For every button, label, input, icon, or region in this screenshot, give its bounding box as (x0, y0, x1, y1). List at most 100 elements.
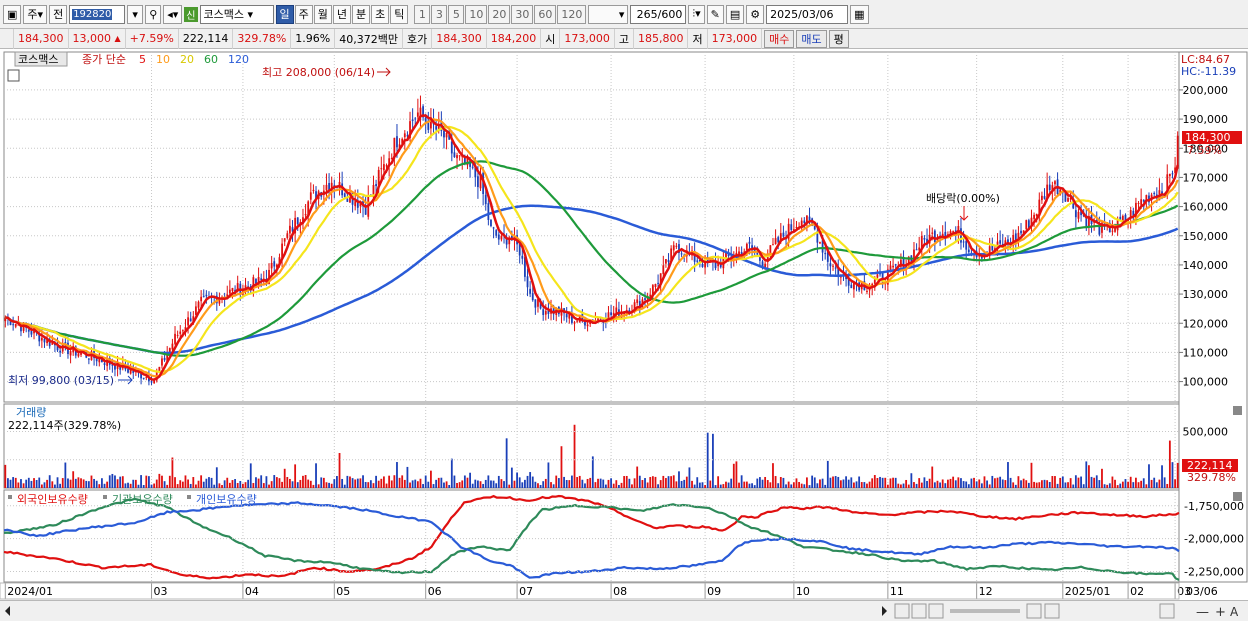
timeframe-1[interactable]: 주 (294, 4, 313, 24)
zoom-in-icon[interactable]: + (1215, 605, 1226, 620)
settings-gear-icon[interactable]: ⚙ (746, 4, 765, 24)
calendar-icon[interactable]: ▦ (850, 4, 869, 24)
turnover-pct: 1.96% (291, 28, 336, 49)
volume-bar (1001, 479, 1004, 488)
candle-body (1171, 173, 1174, 175)
timeframe-5[interactable]: 초 (371, 4, 390, 24)
search-icon[interactable]: ⚲ (145, 4, 162, 24)
tool-icon-3[interactable] (1159, 603, 1175, 619)
timeframe-3[interactable]: 년 (332, 4, 351, 24)
volume-bar (456, 482, 458, 488)
interval-20[interactable]: 20 (488, 4, 511, 24)
speaker-icon[interactable]: ◂▾ (163, 4, 183, 24)
volume-bar (101, 478, 103, 488)
volume-bar (140, 475, 142, 488)
volume-bar (208, 477, 210, 488)
prev-button[interactable]: 전 (49, 4, 68, 24)
candle-body (960, 228, 962, 243)
candle-body (714, 260, 717, 269)
candle-body (411, 119, 414, 121)
volume-bar (273, 475, 276, 488)
candle-body (9, 319, 12, 326)
zoom-out-icon[interactable]: — (1196, 605, 1209, 620)
date-field[interactable]: 2025/03/06 (766, 4, 849, 24)
volume-pct: 329.78% (233, 28, 292, 49)
candle-body (832, 265, 834, 267)
bar-count-field[interactable]: 265/600 (630, 4, 687, 24)
timeframe-4[interactable]: 분 (352, 4, 371, 24)
candle-body (427, 120, 430, 130)
candle-body (281, 243, 283, 258)
volume-bar (396, 462, 398, 488)
candle-body (33, 330, 35, 334)
tool-icon-1[interactable] (1026, 603, 1042, 619)
interval-120[interactable]: 120 (557, 4, 587, 24)
interval-1[interactable]: 1 (414, 4, 431, 24)
tool-icon-2[interactable] (1044, 603, 1060, 619)
period-select[interactable]: 주 ▾ (23, 4, 48, 24)
stop-icon[interactable] (911, 603, 927, 619)
zoom-slider[interactable] (950, 609, 1020, 613)
interval-30[interactable]: 30 (511, 4, 534, 24)
candle-body (845, 275, 847, 280)
volume-bar (633, 478, 636, 488)
volume-bar (892, 477, 894, 488)
volume-bar (1043, 479, 1046, 488)
quote-marker (0, 28, 14, 49)
volume-bar (168, 475, 171, 488)
draw-tool-icon[interactable]: ✎ (706, 4, 724, 24)
volume-bar (252, 483, 255, 488)
candle-body (64, 342, 67, 344)
volume-bar (544, 478, 547, 488)
scroll-right-icon[interactable] (882, 606, 887, 616)
x-axis-last-date: 03/06 (1186, 585, 1218, 598)
volume-bar (1137, 482, 1140, 488)
bid-price: 184,200 (487, 28, 542, 49)
candle-body (918, 247, 921, 251)
candle-body (286, 233, 289, 239)
candle-type-icon[interactable]: ⫶▾ (688, 4, 705, 24)
window-icon[interactable]: ▣ (3, 4, 22, 24)
volume-bar (735, 461, 738, 488)
timeframe-6[interactable]: 틱 (390, 4, 409, 24)
save-icon[interactable]: ▤ (725, 4, 745, 24)
stock-name-field[interactable]: 코스맥스 ▾ (199, 4, 274, 24)
volume-bar (659, 480, 662, 488)
interval-60[interactable]: 60 (534, 4, 557, 24)
rewind-icon[interactable] (894, 603, 910, 619)
interval-10[interactable]: 10 (465, 4, 488, 24)
x-tick-label: 03 (1177, 585, 1191, 598)
eval-button[interactable]: 평 (828, 29, 849, 48)
candle-body (933, 230, 936, 243)
text-size-icon[interactable]: A (1230, 605, 1239, 619)
buy-button[interactable]: 매수 (764, 29, 795, 48)
candle-body (385, 165, 388, 167)
candle-body (1033, 214, 1035, 219)
ma-legend-120: 120 (228, 53, 249, 66)
volume-bar (571, 475, 573, 488)
volume-bar (119, 476, 122, 488)
timeframe-2[interactable]: 월 (313, 4, 332, 24)
volume-bar (148, 476, 150, 488)
candle-body (610, 312, 612, 316)
forward-icon[interactable] (928, 603, 944, 619)
volume-bar (991, 475, 994, 488)
volume-bar (163, 481, 166, 488)
volume-bar (419, 478, 422, 488)
interval-5[interactable]: 5 (448, 4, 465, 24)
price-change-value: 13,000 (72, 32, 112, 45)
interval-3[interactable]: 3 (431, 4, 448, 24)
code-dropdown-icon[interactable]: ▾ (127, 4, 144, 24)
candle-body (364, 205, 367, 215)
chart-scrollbar[interactable]: — + A (0, 600, 1248, 621)
volume-bar (842, 479, 845, 488)
scroll-left-icon[interactable] (5, 606, 10, 616)
timeframe-0[interactable]: 일 (275, 4, 294, 24)
volume-bar (1088, 465, 1090, 488)
stock-chart[interactable]: 2024/01 03 04 05 06 07 08 09 10 11 12 2025/01 02 0303… (0, 50, 1248, 600)
volume-bar (1121, 481, 1124, 488)
interval-dropdown[interactable]: ▾ (588, 4, 629, 24)
volume-bar (819, 479, 821, 488)
sell-button[interactable]: 매도 (796, 29, 827, 48)
stock-code-input[interactable]: 192820 (69, 4, 126, 24)
